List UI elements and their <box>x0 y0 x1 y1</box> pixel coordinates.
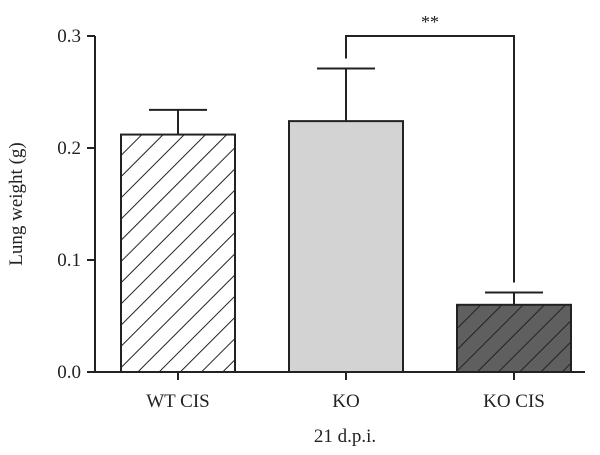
y-tick-label: 0.3 <box>57 26 81 47</box>
x-axis: WT CIS KO KO CIS 21 d.p.i. <box>95 371 585 447</box>
y-axis-title: Lung weight (g) <box>6 142 27 265</box>
bar-ko <box>288 120 404 374</box>
x-tick-label: WT CIS <box>146 391 210 412</box>
y-axis: 0.0 0.1 0.2 0.3 Lung weight (g) <box>6 26 96 383</box>
bar-wt-cis <box>120 133 236 373</box>
y-ticks: 0.0 0.1 0.2 0.3 <box>57 26 95 383</box>
y-tick-label: 0.0 <box>57 362 81 383</box>
y-tick-label: 0.1 <box>57 250 81 271</box>
x-tick-label: KO CIS <box>483 391 545 412</box>
y-tick-label: 0.2 <box>57 138 81 159</box>
x-tick-label: KO <box>332 391 359 412</box>
significance-label: ** <box>421 12 439 32</box>
error-bars <box>149 67 543 305</box>
significance-line <box>345 35 515 283</box>
significance-bracket: ** <box>345 12 515 283</box>
bar-ko-cis <box>456 303 572 373</box>
bars <box>120 120 572 374</box>
x-ticks: WT CIS KO KO CIS <box>146 372 545 412</box>
x-axis-title: 21 d.p.i. <box>314 426 376 447</box>
